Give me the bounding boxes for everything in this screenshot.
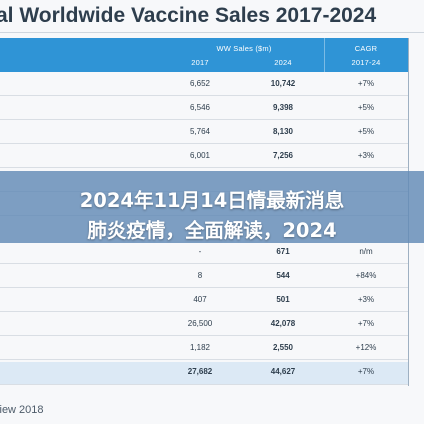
table-row: 1,182 2,550 +12% [0, 338, 408, 360]
cell-2024: 42,078 [270, 319, 296, 328]
cell-2017: 1,182 [189, 343, 211, 352]
cell-cagr: n/m [359, 247, 373, 256]
cell-2017: 6,001 [189, 151, 211, 160]
header-cagr-period: 2017-24 [351, 58, 381, 67]
banner-headline: 2024年11月14日情最新消息 [79, 189, 345, 212]
header-sales-group: WW Sales ($m) [216, 44, 272, 53]
cell-2024: 2,550 [272, 343, 294, 352]
cell-2017: - [198, 247, 202, 256]
cell-cagr: +3% [357, 295, 375, 304]
cell-cagr: +7% [357, 79, 375, 88]
cell-2017: 5,764 [189, 127, 211, 136]
table-row: - 671 n/m [0, 242, 408, 264]
header-col-2024: 2024 [274, 58, 292, 67]
cell-cagr: +12% [355, 343, 377, 352]
cell-2024: 9,398 [272, 103, 294, 112]
source-note: view 2018 [0, 404, 44, 416]
table-row: 26,500 42,078 +7% [0, 314, 408, 336]
table-row: 407 501 +3% [0, 290, 408, 312]
title-divider [0, 32, 424, 33]
banner-subheadline: 肺炎疫情，全面解读，2024 [87, 219, 337, 242]
cell-2024: 10,742 [270, 79, 296, 88]
table-header: WW Sales ($m) 2017 2024 CAGR 2017-24 [0, 38, 408, 72]
cell-2024: 544 [276, 271, 290, 280]
cell-2024: 671 [276, 247, 290, 256]
table-total-row: 27,682 44,627 +7% [0, 362, 408, 385]
total-cagr: +7% [357, 367, 375, 376]
cell-cagr: +7% [357, 319, 375, 328]
cell-2024: 7,256 [272, 151, 294, 160]
table-row: 6,001 7,256 +3% [0, 146, 408, 168]
cell-2017: 6,652 [189, 79, 211, 88]
cell-cagr: +5% [357, 103, 375, 112]
cell-2017: 8 [197, 271, 203, 280]
table-row: 6,546 9,398 +5% [0, 98, 408, 120]
header-cagr: CAGR [354, 44, 378, 53]
table-row: 6,652 10,742 +7% [0, 74, 408, 96]
cell-2017: 6,546 [189, 103, 211, 112]
total-2024: 44,627 [270, 367, 296, 376]
cell-2024: 501 [276, 295, 290, 304]
page-title: al Worldwide Vaccine Sales 2017-2024 [0, 4, 377, 27]
cell-2017: 26,500 [187, 319, 213, 328]
header-col-2017: 2017 [191, 58, 209, 67]
cell-2024: 8,130 [272, 127, 294, 136]
table-row: 5,764 8,130 +5% [0, 122, 408, 144]
total-2017: 27,682 [187, 367, 213, 376]
cell-cagr: +5% [357, 127, 375, 136]
cell-cagr: +84% [355, 271, 377, 280]
overlay-banner [0, 171, 424, 243]
cell-cagr: +3% [357, 151, 375, 160]
header-divider [324, 38, 325, 72]
table-row: 8 544 +84% [0, 266, 408, 288]
cell-2017: 407 [193, 295, 207, 304]
